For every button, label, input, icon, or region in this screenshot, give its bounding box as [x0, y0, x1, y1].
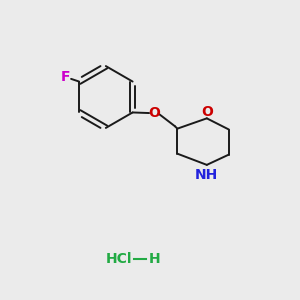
Text: H: H: [148, 252, 160, 266]
Text: O: O: [201, 105, 213, 119]
Text: HCl: HCl: [106, 252, 132, 266]
Text: F: F: [61, 70, 70, 84]
Text: NH: NH: [195, 168, 218, 182]
Text: O: O: [148, 106, 160, 120]
